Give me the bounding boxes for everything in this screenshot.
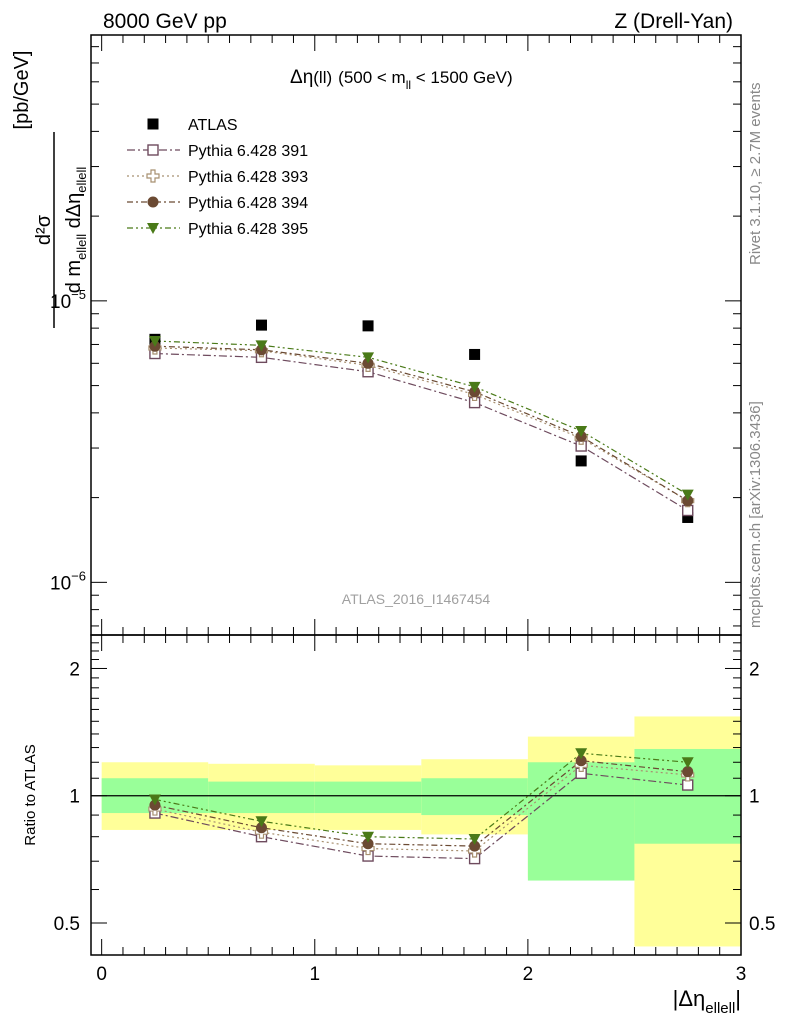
- main-axis-ticks: 10−510−6: [50, 35, 742, 635]
- mcplots-label: mcplots.cern.ch [arXiv:1306.3436]: [747, 401, 764, 628]
- series-line-2: [154, 347, 689, 502]
- legend-marker-4: [147, 223, 159, 234]
- point-pythia-4-0: [148, 336, 161, 348]
- main-ylabel: d²σ d mellell dΔηellell [pb/GeV]: [11, 51, 89, 328]
- annotation-paren: (ll): [313, 68, 332, 87]
- legend: ATLAS Pythia 6.428 391 Pythia 6.428 393 Pyt…: [127, 117, 308, 238]
- band-inner-2: [314, 781, 422, 814]
- ylabel-den-b: dΔη: [63, 193, 85, 234]
- point-atlas-2: [362, 320, 374, 332]
- ratio-point-3-3: [468, 834, 481, 846]
- point-pythia-3-5: [682, 495, 694, 507]
- header-right: Z (Drell-Yan): [614, 10, 733, 33]
- point-atlas-5: [682, 511, 694, 523]
- ratio-ylabel: Ratio to ATLAS: [22, 744, 39, 845]
- main-annotation: Δη(ll) (500 < mll < 1500 GeV): [290, 67, 513, 92]
- ylabel-den-b-sub: ellell: [74, 167, 89, 193]
- main-ytick-base: 10: [50, 292, 71, 313]
- series-line-1: [154, 352, 689, 511]
- annotation-range-pre: (500 < m: [338, 68, 406, 87]
- ratio-line-1: [154, 764, 688, 852]
- xlabel-sub: ellell: [705, 1000, 735, 1017]
- ratio-point-2-4: [575, 755, 587, 767]
- ratio-ytick-label-1: 1: [69, 787, 80, 808]
- point-atlas-1: [255, 319, 267, 331]
- ratio-point-2-3: [469, 840, 481, 852]
- ratio-ytick-label-2: 2: [69, 659, 80, 680]
- ratio-point-3-0: [148, 794, 161, 806]
- main-ytick-label-0: 10−5: [50, 287, 86, 313]
- ratio-point-0-5: [682, 779, 694, 791]
- main-ytick-exp: −6: [71, 568, 86, 583]
- legend-marker-1: [147, 144, 159, 156]
- xlabel: |Δηellell|: [673, 986, 741, 1017]
- xtick-label-2: 2: [523, 964, 534, 985]
- analysis-watermark: ATLAS_2016_I1467454: [342, 591, 491, 607]
- ratio-point-3-4: [575, 748, 588, 760]
- point-pythia-4-5: [681, 489, 694, 501]
- main-ytick-label-1: 10−6: [50, 568, 86, 594]
- legend-marker-3: [147, 196, 159, 208]
- legend-marker-2: [146, 169, 160, 183]
- band-inner-4: [527, 762, 635, 881]
- legend-label-1: Pythia 6.428 391: [188, 143, 308, 160]
- ratio-axis-ticks: 0.5 0.5 1 1 2 2 0 1 2 3: [54, 635, 775, 985]
- ratio-plot-area: [91, 716, 741, 947]
- ratio-frame: [90, 634, 742, 956]
- point-pythia-4-1: [255, 340, 268, 352]
- xlabel-end: |: [735, 986, 741, 1011]
- ylabel-denominator: d mellell dΔηellell: [63, 167, 89, 294]
- ratio-line-2: [154, 760, 688, 847]
- xlabel-main: |Δη: [673, 986, 706, 1011]
- ratio-point-2-1: [255, 822, 267, 834]
- series-line-3: [154, 345, 689, 502]
- ylabel-numerator: d²σ: [33, 214, 55, 245]
- legend-label-3: Pythia 6.428 394: [188, 195, 308, 212]
- ratio-point-3-2: [362, 831, 375, 843]
- band-inner-3: [421, 778, 528, 816]
- annotation-prefix: Δη: [290, 67, 313, 88]
- series-line-4: [154, 340, 689, 496]
- ylabel-unit: [pb/GeV]: [11, 51, 33, 130]
- legend-label-2: Pythia 6.428 393: [188, 169, 308, 186]
- ratio-ytick-label-right-2: 2: [749, 659, 760, 680]
- ratio-ytick-label-right-1: 1: [749, 787, 760, 808]
- point-atlas-3: [469, 348, 481, 360]
- header-left: 8000 GeV pp: [103, 10, 227, 33]
- legend-label-0: ATLAS: [188, 117, 238, 134]
- ylabel-den-a: d m: [63, 260, 85, 293]
- xtick-label-1: 1: [309, 964, 320, 985]
- point-pythia-4-4: [575, 425, 588, 437]
- ratio-point-2-5: [682, 766, 694, 778]
- xtick-label-3: 3: [736, 964, 747, 985]
- point-atlas-4: [575, 455, 587, 467]
- ratio-line-3: [154, 752, 688, 840]
- legend-label-4: Pythia 6.428 395: [188, 221, 308, 238]
- ratio-point-2-2: [362, 838, 374, 850]
- point-pythia-4-3: [468, 381, 481, 393]
- annotation-range-sub: ll: [406, 78, 411, 92]
- main-ytick-exp: −5: [71, 287, 86, 302]
- xtick-label-0: 0: [96, 964, 107, 985]
- ylabel-den-a-sub: ellell: [74, 234, 89, 260]
- ratio-ytick-label-0: 0.5: [54, 914, 80, 935]
- ratio-point-3-5: [681, 757, 694, 769]
- ratio-point-3-1: [255, 816, 268, 828]
- rivet-label: Rivet 3.1.10, ≥ 2.7M events: [747, 83, 764, 266]
- ratio-ytick-label-right-0: 0.5: [749, 914, 775, 935]
- main-ytick-base: 10: [50, 573, 71, 594]
- band-inner-1: [208, 781, 315, 814]
- annotation-range-post: < 1500 GeV): [411, 68, 513, 87]
- legend-marker-atlas: [147, 118, 159, 130]
- point-pythia-4-2: [362, 352, 375, 364]
- main-plot-area: [148, 319, 695, 523]
